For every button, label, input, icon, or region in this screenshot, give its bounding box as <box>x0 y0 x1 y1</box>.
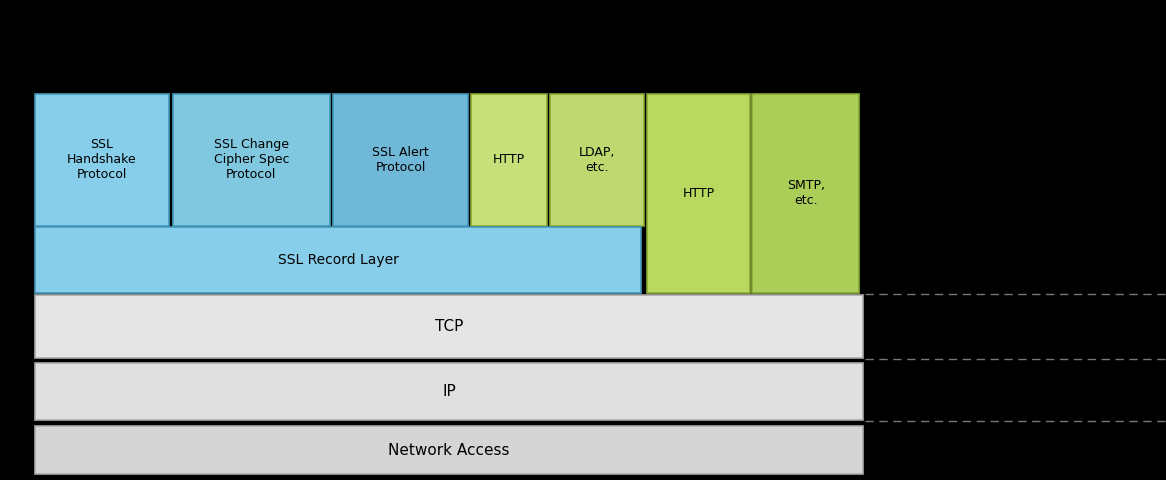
Text: HTTP: HTTP <box>493 153 525 166</box>
FancyBboxPatch shape <box>550 94 644 226</box>
FancyBboxPatch shape <box>35 295 863 358</box>
FancyBboxPatch shape <box>35 363 863 420</box>
Text: SSL Change
Cipher Spec
Protocol: SSL Change Cipher Spec Protocol <box>213 138 289 181</box>
Text: HTTP: HTTP <box>682 187 715 200</box>
Text: SMTP,
etc.: SMTP, etc. <box>787 179 824 207</box>
Text: IP: IP <box>442 384 456 399</box>
FancyBboxPatch shape <box>35 94 169 226</box>
Text: SSL Alert
Protocol: SSL Alert Protocol <box>372 145 429 174</box>
Text: SSL Record Layer: SSL Record Layer <box>278 252 399 267</box>
Text: Network Access: Network Access <box>388 443 510 458</box>
FancyBboxPatch shape <box>471 94 547 226</box>
FancyBboxPatch shape <box>35 426 863 474</box>
FancyBboxPatch shape <box>35 227 641 293</box>
FancyBboxPatch shape <box>173 94 330 226</box>
FancyBboxPatch shape <box>647 94 750 293</box>
FancyBboxPatch shape <box>752 94 859 293</box>
Text: SSL
Handshake
Protocol: SSL Handshake Protocol <box>68 138 136 181</box>
Text: LDAP,
etc.: LDAP, etc. <box>578 145 616 174</box>
FancyBboxPatch shape <box>333 94 468 226</box>
Text: TCP: TCP <box>435 319 463 334</box>
